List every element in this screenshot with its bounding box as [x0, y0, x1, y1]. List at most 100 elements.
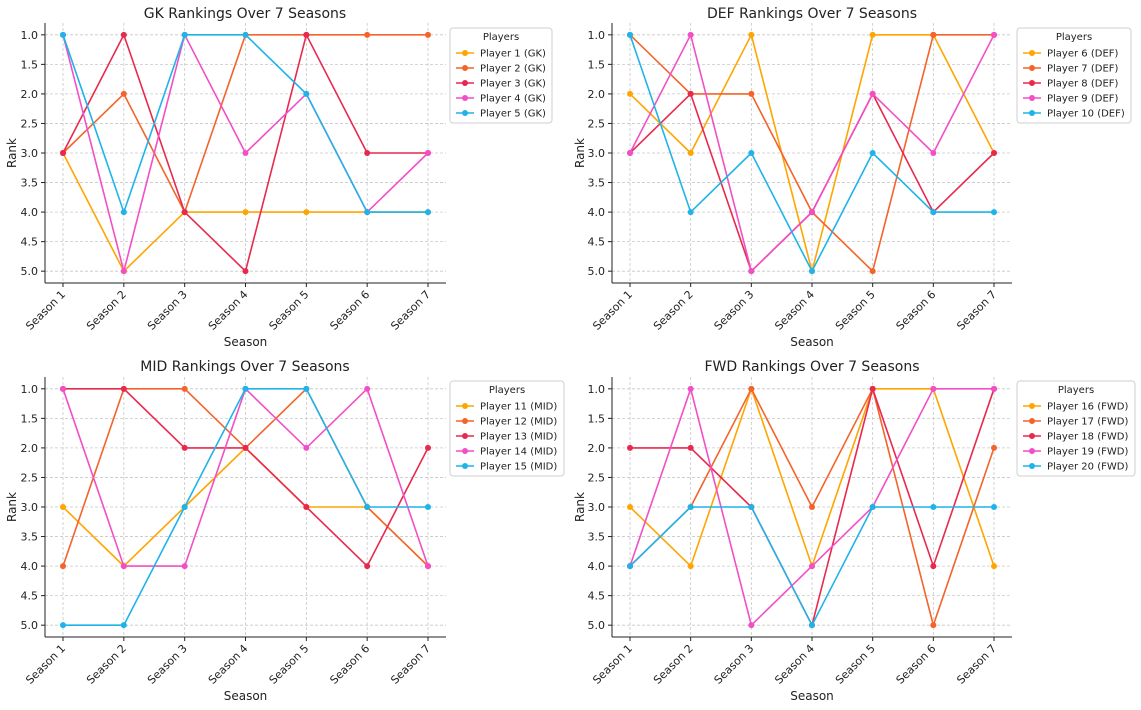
legend-entry: Player 16 (FWD): [1047, 402, 1128, 413]
legend-swatch-marker: [462, 448, 468, 454]
data-point: [425, 150, 431, 156]
data-point: [627, 444, 633, 451]
x-tick-label: Season 4: [206, 642, 251, 687]
data-point: [364, 209, 371, 216]
x-tick-label: Season 3: [145, 642, 190, 687]
x-tick-label: Season 6: [894, 642, 939, 687]
y-tick-label: 1.5: [588, 412, 606, 425]
legend-box: [1016, 27, 1132, 124]
y-axis-label: Rank: [573, 492, 587, 522]
data-point: [60, 385, 66, 392]
data-point: [242, 385, 249, 392]
series-3: [60, 31, 431, 275]
y-tick-label: 1.0: [588, 383, 606, 396]
legend-swatch-marker: [1029, 403, 1035, 409]
x-tick-label: Season 6: [894, 288, 939, 333]
legend-entry: Player 10 (DEF): [1047, 109, 1125, 120]
legend-swatch-marker: [462, 80, 468, 86]
y-tick-label: 2.5: [588, 471, 606, 484]
data-point: [60, 504, 66, 510]
data-point: [242, 268, 249, 275]
legend-entry: Player 18 (FWD): [1047, 432, 1128, 443]
y-tick-label: 2.0: [21, 88, 39, 101]
data-point: [425, 504, 431, 510]
y-tick-label: 1.0: [21, 29, 39, 42]
y-tick-label: 4.0: [588, 206, 606, 219]
data-point: [181, 385, 188, 392]
series-5: [627, 31, 997, 275]
legend-entry: Player 15 (MID): [480, 462, 557, 473]
legend-box: [1016, 380, 1136, 477]
x-tick-label: Season 2: [651, 642, 696, 687]
data-point: [425, 563, 431, 570]
x-tick-label: Season 7: [954, 288, 999, 333]
legend-swatch-marker: [1029, 110, 1035, 116]
legend-entry: Player 14 (MID): [480, 447, 557, 458]
data-point: [181, 504, 188, 510]
chart-title: FWD Rankings Over 7 Seasons: [704, 359, 919, 375]
series-5: [60, 31, 431, 216]
y-tick-label: 1.5: [21, 58, 39, 71]
legend: Players Player 1 (GK) Player 2 (GK) Player …: [449, 27, 553, 124]
legend-entry: Player 6 (DEF): [1047, 49, 1119, 60]
series-5: [60, 385, 431, 629]
y-tick-label: 3.0: [588, 147, 606, 160]
data-point: [869, 31, 876, 38]
data-point: [181, 209, 188, 216]
legend-swatch-marker: [1029, 65, 1035, 71]
x-tick-label: Season 3: [145, 288, 190, 333]
data-point: [991, 150, 997, 156]
legend-entry: Player 8 (DEF): [1047, 79, 1119, 90]
y-tick-label: 4.0: [21, 560, 39, 573]
legend-swatch-marker: [1029, 95, 1035, 101]
data-point: [181, 563, 188, 570]
data-point: [303, 444, 310, 451]
legend-swatch-marker: [462, 433, 468, 439]
data-point: [991, 209, 997, 216]
legend-entry: Player 20 (FWD): [1047, 462, 1128, 473]
data-point: [425, 209, 431, 216]
data-point: [120, 90, 127, 97]
legend-swatch-marker: [1029, 448, 1035, 454]
data-point: [869, 90, 876, 97]
data-point: [748, 504, 755, 510]
data-point: [120, 385, 127, 392]
legend-title: Players: [483, 32, 519, 43]
data-point: [364, 504, 371, 510]
data-point: [60, 150, 66, 156]
series-5: [627, 504, 997, 629]
data-point: [242, 150, 249, 156]
chart-title: DEF Rankings Over 7 Seasons: [707, 6, 917, 22]
y-tick-label: 5.0: [588, 265, 606, 278]
y-tick-label: 5.0: [21, 265, 39, 278]
y-tick-label: 3.5: [21, 177, 39, 190]
gridlines: [612, 23, 1012, 283]
x-tick-label: Season 2: [84, 288, 129, 333]
x-tick-label: Season 4: [772, 288, 817, 333]
x-tick-label: Season 6: [327, 288, 372, 333]
data-point: [120, 209, 127, 216]
y-tick-label: 2.0: [588, 442, 606, 455]
x-tick-label: Season 1: [590, 288, 635, 333]
data-point: [809, 504, 815, 510]
legend-swatch-marker: [462, 50, 468, 56]
y-tick-label: 1.5: [588, 58, 606, 71]
legend-title: Players: [1058, 385, 1094, 396]
data-point: [930, 150, 937, 156]
data-point: [120, 268, 127, 275]
legend-entry: Player 19 (FWD): [1047, 447, 1128, 458]
y-tick-label: 3.5: [21, 531, 39, 544]
x-tick-label: Season 6: [327, 642, 372, 687]
data-point: [930, 385, 937, 392]
data-point: [748, 268, 755, 275]
data-point: [748, 90, 755, 97]
data-point: [991, 385, 997, 392]
data-point: [869, 150, 876, 156]
y-tick-label: 1.0: [21, 383, 39, 396]
y-tick-label: 3.0: [21, 501, 39, 514]
legend-entry: Player 13 (MID): [480, 432, 557, 443]
data-point: [930, 563, 937, 570]
legend-swatch-marker: [462, 65, 468, 71]
y-tick-label: 2.5: [588, 117, 606, 130]
